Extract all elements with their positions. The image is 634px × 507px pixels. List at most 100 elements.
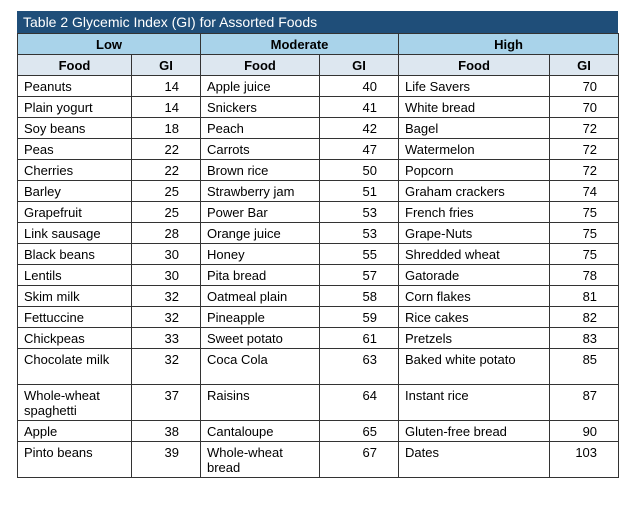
col-header-low-gi: GI bbox=[131, 54, 201, 76]
cell-moderate-food: Peach bbox=[200, 117, 320, 139]
cell-low-food: Peas bbox=[17, 138, 132, 160]
col-header-moderate-gi: GI bbox=[318, 54, 400, 76]
cell-high-gi: 81 bbox=[549, 285, 620, 307]
cell-high-food: Watermelon bbox=[398, 138, 551, 160]
column-header-row: Food GI Food GI Food GI bbox=[17, 54, 620, 76]
cell-high-gi: 75 bbox=[549, 222, 620, 244]
cell-low-gi: 32 bbox=[131, 285, 201, 307]
table-row: Link sausage 28 Orange juice 53 Grape-Nuts 75 bbox=[17, 222, 620, 244]
cell-high-food: Life Savers bbox=[398, 75, 551, 97]
cell-moderate-gi: 64 bbox=[318, 384, 400, 421]
cell-moderate-gi: 59 bbox=[318, 306, 400, 328]
group-header-row: Low Moderate High bbox=[17, 33, 620, 55]
cell-high-gi: 75 bbox=[549, 201, 620, 223]
cell-moderate-food: Cantaloupe bbox=[200, 420, 320, 442]
cell-low-gi: 33 bbox=[131, 327, 201, 349]
cell-low-gi: 32 bbox=[131, 348, 201, 385]
cell-moderate-food: Power Bar bbox=[200, 201, 320, 223]
cell-high-gi: 72 bbox=[549, 138, 620, 160]
table-row: Apple 38 Cantaloupe 65 Gluten-free bread 90 bbox=[17, 420, 620, 442]
table-row: Peas 22 Carrots 47 Watermelon 72 bbox=[17, 138, 620, 160]
group-high: High bbox=[398, 33, 620, 55]
cell-low-gi: 37 bbox=[131, 384, 201, 421]
cell-low-food: Grapefruit bbox=[17, 201, 132, 223]
cell-low-food: Cherries bbox=[17, 159, 132, 181]
cell-moderate-food: Orange juice bbox=[200, 222, 320, 244]
cell-moderate-gi: 55 bbox=[318, 243, 400, 265]
cell-low-gi: 18 bbox=[131, 117, 201, 139]
cell-high-food: Gluten-free bread bbox=[398, 420, 551, 442]
cell-low-gi: 32 bbox=[131, 306, 201, 328]
cell-high-food: Grape-Nuts bbox=[398, 222, 551, 244]
table-row: Grapefruit 25 Power Bar 53 French fries 75 bbox=[17, 201, 620, 223]
cell-low-food: Apple bbox=[17, 420, 132, 442]
cell-moderate-food: Sweet potato bbox=[200, 327, 320, 349]
cell-high-gi: 90 bbox=[549, 420, 620, 442]
group-low: Low bbox=[17, 33, 201, 55]
cell-high-gi: 72 bbox=[549, 117, 620, 139]
cell-high-food: Pretzels bbox=[398, 327, 551, 349]
cell-low-gi: 22 bbox=[131, 138, 201, 160]
glycemic-index-table-container: Table 2 Glycemic Index (GI) for Assorted… bbox=[17, 11, 620, 478]
cell-high-gi: 78 bbox=[549, 264, 620, 286]
cell-low-gi: 30 bbox=[131, 243, 201, 265]
cell-high-food: Baked white potato bbox=[398, 348, 551, 385]
cell-high-gi: 74 bbox=[549, 180, 620, 202]
cell-high-gi: 103 bbox=[549, 441, 620, 478]
cell-low-food: Lentils bbox=[17, 264, 132, 286]
cell-high-gi: 83 bbox=[549, 327, 620, 349]
cell-high-food: Rice cakes bbox=[398, 306, 551, 328]
cell-moderate-gi: 51 bbox=[318, 180, 400, 202]
cell-moderate-gi: 50 bbox=[318, 159, 400, 181]
cell-moderate-food: Coca Cola bbox=[200, 348, 320, 385]
cell-moderate-gi: 40 bbox=[318, 75, 400, 97]
cell-high-food: Popcorn bbox=[398, 159, 551, 181]
table-row: Fettuccine 32 Pineapple 59 Rice cakes 82 bbox=[17, 306, 620, 328]
cell-high-food: Graham crackers bbox=[398, 180, 551, 202]
cell-moderate-food: Brown rice bbox=[200, 159, 320, 181]
cell-moderate-food: Carrots bbox=[200, 138, 320, 160]
cell-low-food: Plain yogurt bbox=[17, 96, 132, 118]
table-row: Chickpeas 33 Sweet potato 61 Pretzels 83 bbox=[17, 327, 620, 349]
col-header-high-gi: GI bbox=[549, 54, 620, 76]
cell-high-gi: 70 bbox=[549, 96, 620, 118]
group-moderate: Moderate bbox=[199, 33, 400, 55]
table-row: Barley 25 Strawberry jam 51 Graham crackers 7… bbox=[17, 180, 620, 202]
cell-moderate-food: Oatmeal plain bbox=[200, 285, 320, 307]
cell-low-food: Skim milk bbox=[17, 285, 132, 307]
cell-low-gi: 30 bbox=[131, 264, 201, 286]
cell-low-gi: 14 bbox=[131, 75, 201, 97]
cell-moderate-gi: 41 bbox=[318, 96, 400, 118]
table-row: Black beans 30 Honey 55 Shredded wheat 75 bbox=[17, 243, 620, 265]
cell-moderate-gi: 67 bbox=[318, 441, 400, 478]
cell-low-food: Fettuccine bbox=[17, 306, 132, 328]
cell-high-gi: 82 bbox=[549, 306, 620, 328]
table-body: Peanuts 14 Apple juice 40 Life Savers 70 Plain… bbox=[17, 75, 620, 478]
table-title: Table 2 Glycemic Index (GI) for Assorted… bbox=[17, 11, 618, 33]
glycemic-index-table: Low Moderate High Food GI Food GI Food G… bbox=[17, 33, 620, 478]
cell-moderate-food: Snickers bbox=[200, 96, 320, 118]
table-row: Skim milk 32 Oatmeal plain 58 Corn flakes 81 bbox=[17, 285, 620, 307]
table-row: Plain yogurt 14 Snickers 41 White bread 70 bbox=[17, 96, 620, 118]
cell-low-food: Chocolate milk bbox=[17, 348, 132, 385]
cell-moderate-food: Honey bbox=[200, 243, 320, 265]
cell-moderate-gi: 63 bbox=[318, 348, 400, 385]
cell-high-food: French fries bbox=[398, 201, 551, 223]
cell-low-food: Pinto beans bbox=[17, 441, 132, 478]
cell-high-food: Dates bbox=[398, 441, 551, 478]
cell-low-food: Soy beans bbox=[17, 117, 132, 139]
cell-low-food: Barley bbox=[17, 180, 132, 202]
table-row: Peanuts 14 Apple juice 40 Life Savers 70 bbox=[17, 75, 620, 97]
cell-moderate-gi: 61 bbox=[318, 327, 400, 349]
table-row: Cherries 22 Brown rice 50 Popcorn 72 bbox=[17, 159, 620, 181]
table-row: Chocolate milk 32 Coca Cola 63 Baked white p… bbox=[17, 348, 620, 385]
col-header-high-food: Food bbox=[398, 54, 551, 76]
cell-low-food: Whole-wheat spaghetti bbox=[17, 384, 132, 421]
cell-moderate-gi: 58 bbox=[318, 285, 400, 307]
cell-low-food: Link sausage bbox=[17, 222, 132, 244]
cell-moderate-food: Pineapple bbox=[200, 306, 320, 328]
cell-high-food: Instant rice bbox=[398, 384, 551, 421]
cell-low-gi: 25 bbox=[131, 180, 201, 202]
cell-low-gi: 39 bbox=[131, 441, 201, 478]
cell-high-food: Gatorade bbox=[398, 264, 551, 286]
